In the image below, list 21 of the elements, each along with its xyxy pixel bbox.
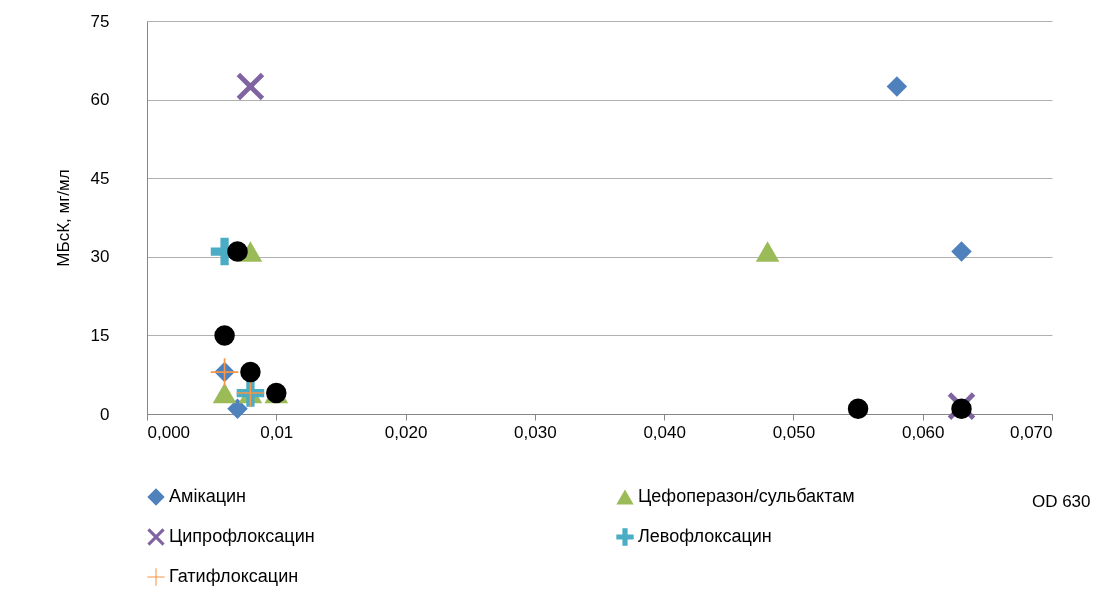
legend-label: Гатифлоксацин <box>169 566 299 586</box>
x-tick-label: 0,060 <box>901 422 945 442</box>
y-tick-label: 75 <box>90 11 110 31</box>
legend-label: Цефоперазон/сульбактам <box>638 486 855 506</box>
y-tick-label: 45 <box>90 168 110 188</box>
x-tick-label: 0,050 <box>772 422 816 442</box>
x-tick-label: 0,000 <box>147 422 191 442</box>
x-tick-label: 0,040 <box>643 422 686 442</box>
y-tick-label: 30 <box>90 247 110 267</box>
y-axis-title: МБсК, мг/мл <box>53 169 73 267</box>
x-tick-label: 0,020 <box>384 422 428 442</box>
x-tick-label: 0,01 <box>260 422 294 442</box>
y-tick-label: 0 <box>100 404 110 424</box>
legend-label: Левофлоксацин <box>638 526 772 546</box>
x-tick-label: 0,070 <box>1009 422 1053 442</box>
x-tick-label: 0,030 <box>514 422 557 442</box>
legend-label: Амікацин <box>169 486 246 506</box>
x-axis-title: OD 630 <box>1031 491 1091 511</box>
legend-label: Ципрофлоксацин <box>169 526 315 546</box>
y-tick-label: 15 <box>90 325 110 345</box>
y-tick-label: 60 <box>90 90 110 110</box>
